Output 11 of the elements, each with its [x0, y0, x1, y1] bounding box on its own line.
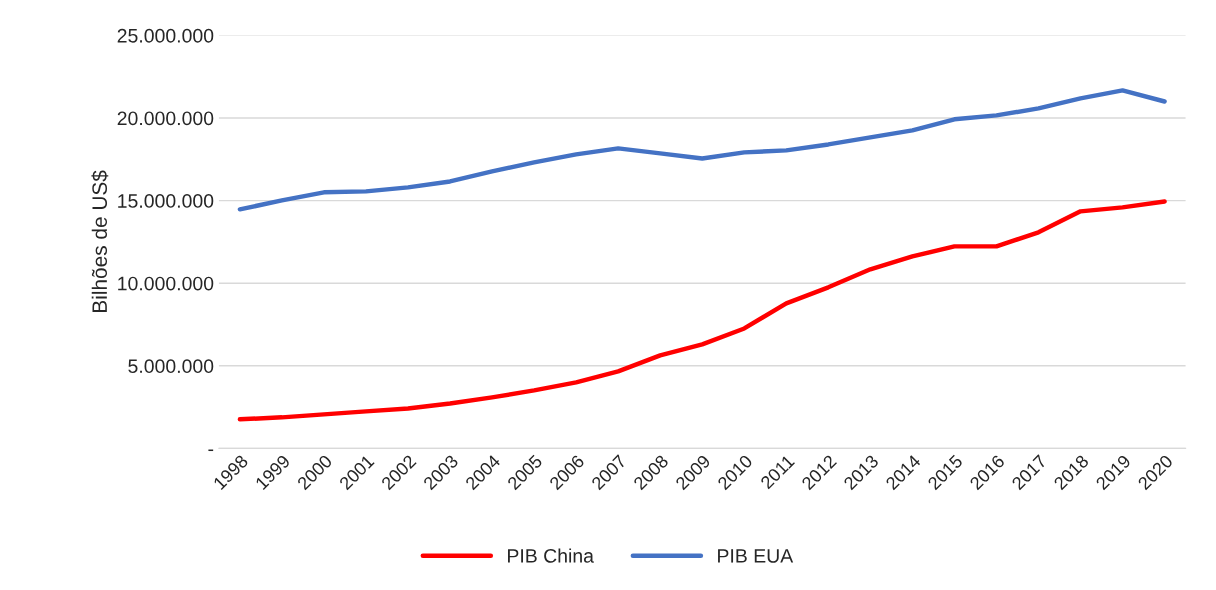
y-tick-label: 5.000.000	[128, 359, 214, 374]
y-tick-label: 25.000.000	[117, 28, 214, 43]
y-tick-label: 15.000.000	[118, 194, 214, 208]
legend-label: PIB China	[508, 548, 594, 563]
y-tick-label: -	[208, 449, 214, 452]
y-tick-label: 20.000.000	[117, 111, 214, 126]
y-tick-label: 10.000.000	[118, 276, 214, 291]
legend-label: PIB EUA	[718, 549, 794, 563]
line-series	[237, 88, 1167, 212]
y-axis-title: Bilhões de US$	[91, 170, 109, 312]
line-series	[237, 199, 1167, 422]
